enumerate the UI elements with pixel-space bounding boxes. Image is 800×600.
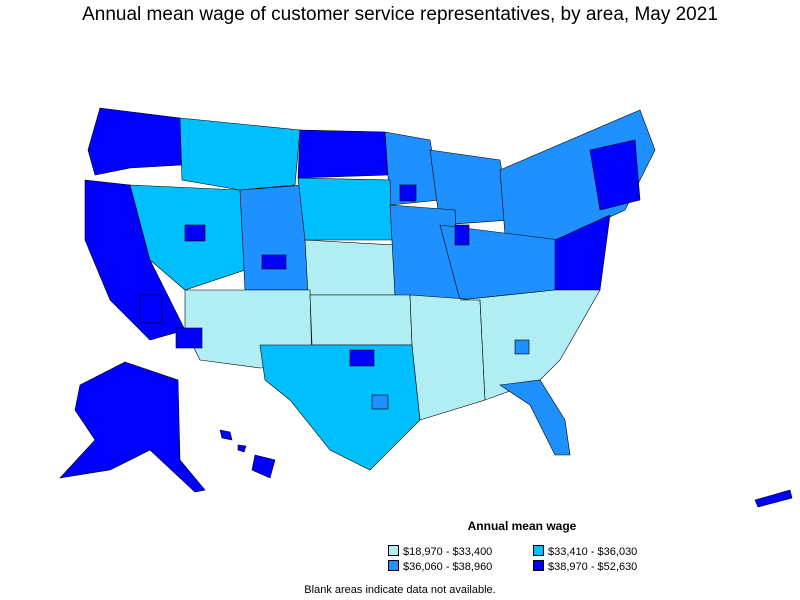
puerto-rico [754, 489, 793, 508]
puerto-rico-island [754, 489, 793, 508]
legend-label: $38,970 - $52,630 [548, 561, 638, 573]
region-kansas [304, 239, 396, 296]
alaska [59, 361, 206, 493]
metro-dallas [349, 349, 375, 367]
metro-houston [371, 394, 389, 410]
alaska-mainland [59, 361, 206, 493]
legend-swatch [388, 560, 399, 571]
legend-label: $36,060 - $38,960 [403, 561, 493, 573]
legend-item: $38,970 - $52,630 [533, 560, 637, 574]
hawaii-islands [219, 429, 276, 479]
metro-denver [261, 254, 287, 270]
metro-phoenix [175, 327, 203, 349]
metro-las-vegas [139, 294, 163, 324]
legend-swatch [388, 545, 399, 556]
region-dakotas-nebraska [297, 177, 393, 241]
region-florida [499, 379, 571, 456]
region-texas [259, 344, 421, 471]
region-southeast [459, 289, 601, 401]
region-wyoming-colorado [239, 184, 311, 291]
metro-minneapolis [399, 184, 417, 202]
legend-label: $33,410 - $36,030 [548, 546, 638, 558]
legend-label: $18,970 - $33,400 [403, 546, 493, 558]
region-pacific-northwest [87, 107, 183, 176]
map-title: Annual mean wage of customer service rep… [82, 4, 718, 25]
metro-chicago [454, 224, 470, 246]
legend-swatch [533, 545, 544, 556]
region-south-central [409, 294, 486, 421]
footnote: Blank areas indicate data not available. [304, 584, 496, 596]
legend-title: Annual mean wage [467, 519, 577, 533]
legend-item: $18,970 - $33,400 [388, 545, 492, 559]
legend-swatch [533, 560, 544, 571]
region-north-dakota [297, 129, 389, 179]
metro-salt-lake [184, 224, 206, 242]
hawaii [219, 429, 276, 479]
contiguous-us [84, 107, 656, 471]
metro-atlanta [514, 339, 530, 355]
region-idaho-montana [179, 117, 301, 191]
region-oklahoma [309, 294, 413, 346]
region-new-england [589, 139, 641, 211]
legend-item: $33,410 - $36,030 [533, 545, 637, 559]
legend-item: $36,060 - $38,960 [388, 560, 492, 574]
